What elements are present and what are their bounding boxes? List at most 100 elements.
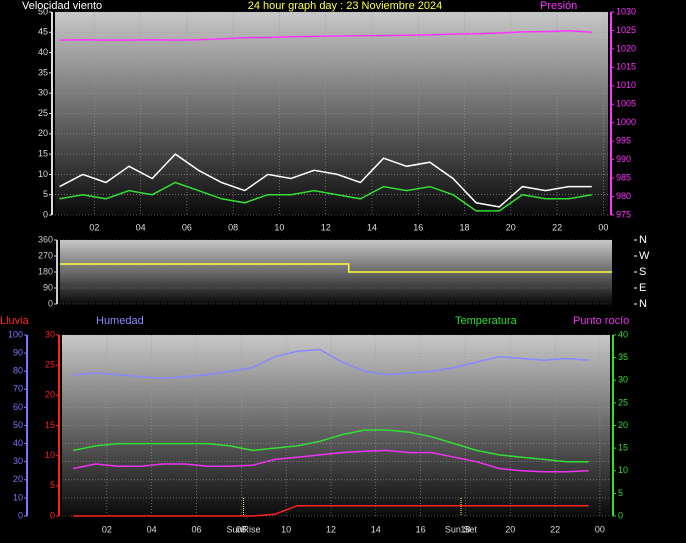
x-tick-label: 12: [321, 222, 331, 232]
x-tick-label: 02: [102, 524, 112, 534]
x-tick-label: 22: [552, 222, 562, 232]
series-label: Punto rocío: [573, 315, 629, 327]
y-tick-label: 0: [48, 298, 53, 308]
x-tick-label: 20: [505, 524, 515, 534]
y-tick-label: 15: [38, 148, 48, 158]
y-tick-label: 20: [13, 474, 23, 484]
series-line: [60, 263, 612, 273]
y-tick-label: 10: [618, 465, 628, 475]
x-tick-label: 06: [182, 222, 192, 232]
x-tick-label: 14: [371, 524, 381, 534]
y-tick-label: 0: [50, 510, 55, 520]
y-tick-label: 5: [618, 488, 623, 498]
x-tick-label: 04: [136, 222, 146, 232]
series-line: [59, 153, 592, 208]
series-line: [73, 429, 589, 463]
y-tick-label: 1025: [616, 25, 636, 35]
y-tick-label: 30: [38, 88, 48, 98]
y-tick-label: 20: [618, 420, 628, 430]
y-tick-label: 35: [38, 67, 48, 77]
y-tick-label: 40: [13, 438, 23, 448]
x-tick-label: 18: [460, 222, 470, 232]
y-tick-label: 15: [45, 420, 55, 430]
y-tick-label: 270: [38, 250, 53, 260]
x-tick-label: 00: [595, 524, 605, 534]
y-tick-label: 1030: [616, 6, 636, 16]
y-tick-label: 20: [38, 128, 48, 138]
x-tick-label: 20: [506, 222, 516, 232]
annotation: SunRise: [227, 524, 261, 534]
y-tick-label: 975: [616, 209, 631, 219]
annotation: Sun Set: [445, 524, 478, 534]
y-tick-label: 10: [13, 492, 23, 502]
y-tick-label: 990: [616, 154, 631, 164]
y-tick-label: 1015: [616, 62, 636, 72]
y-tick-label: N: [639, 234, 647, 246]
y-tick-label: S: [639, 266, 646, 278]
series-line: [59, 181, 592, 212]
x-tick-label: 04: [147, 524, 157, 534]
y-tick-label: 15: [618, 443, 628, 453]
series-line: [73, 348, 589, 380]
y-tick-label: 25: [618, 397, 628, 407]
y-tick-label: 985: [616, 172, 631, 182]
y-tick-label: 25: [38, 108, 48, 118]
y-tick-label: 35: [618, 352, 628, 362]
y-tick-label: 0: [18, 510, 23, 520]
x-tick-label: 10: [281, 524, 291, 534]
y-tick-label: 60: [13, 402, 23, 412]
y-tick-label: 50: [38, 6, 48, 16]
y-tick-label: W: [639, 250, 650, 262]
series-label: Humedad: [96, 315, 144, 327]
x-tick-label: 22: [550, 524, 560, 534]
series-line: [73, 504, 589, 517]
x-tick-label: 14: [367, 222, 377, 232]
y-tick-label: 995: [616, 136, 631, 146]
x-tick-label: 08: [236, 524, 246, 534]
y-tick-label: 30: [13, 456, 23, 466]
series-line: [59, 30, 592, 41]
x-tick-label: 16: [416, 524, 426, 534]
y-tick-label: N: [639, 298, 647, 310]
series-label: Presión: [540, 0, 577, 12]
series-label: Temperatura: [455, 315, 518, 327]
x-tick-label: 02: [89, 222, 99, 232]
y-tick-label: E: [639, 282, 646, 294]
y-tick-label: 40: [618, 329, 628, 339]
y-tick-label: 360: [38, 234, 53, 244]
y-tick-label: 980: [616, 191, 631, 201]
y-tick-label: 1000: [616, 117, 636, 127]
y-tick-label: 100: [8, 329, 23, 339]
y-tick-label: 25: [45, 360, 55, 370]
y-tick-label: 40: [38, 47, 48, 57]
axis-label: Velocidad viento: [22, 0, 102, 12]
series-label: Lluvia: [0, 315, 30, 327]
y-tick-label: 50: [13, 420, 23, 430]
y-tick-label: 0: [43, 209, 48, 219]
y-tick-label: 1010: [616, 80, 636, 90]
x-tick-label: 16: [413, 222, 423, 232]
x-tick-label: 06: [191, 524, 201, 534]
y-tick-label: 70: [13, 384, 23, 394]
y-tick-label: 80: [13, 366, 23, 376]
y-tick-label: 45: [38, 27, 48, 37]
y-tick-label: 30: [45, 329, 55, 339]
y-tick-label: 1005: [616, 99, 636, 109]
y-tick-label: 180: [38, 266, 53, 276]
y-tick-label: 1020: [616, 43, 636, 53]
y-tick-label: 5: [43, 189, 48, 199]
y-tick-label: 30: [618, 375, 628, 385]
y-tick-label: 90: [13, 347, 23, 357]
chart-title: 24 hour graph day : 23 Noviembre 2024: [248, 0, 442, 12]
x-tick-label: 00: [598, 222, 608, 232]
y-tick-label: 10: [45, 450, 55, 460]
x-tick-label: 08: [228, 222, 238, 232]
y-tick-label: 20: [45, 390, 55, 400]
y-tick-label: 0: [618, 510, 623, 520]
series-line: [73, 449, 589, 473]
y-tick-label: 10: [38, 169, 48, 179]
x-tick-label: 10: [274, 222, 284, 232]
x-tick-label: 18: [460, 524, 470, 534]
